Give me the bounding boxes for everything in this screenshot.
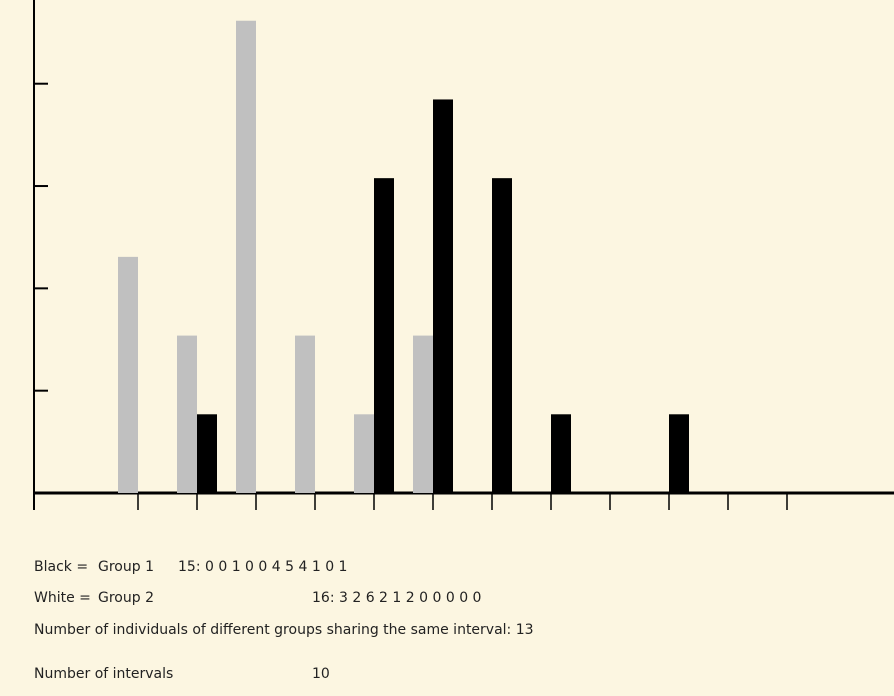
shared-text: Number of individuals of different group… <box>34 622 534 638</box>
legend-group: Group 2 <box>98 590 154 606</box>
legend-group: Group 1 <box>98 559 154 575</box>
bar <box>669 414 689 493</box>
bar <box>433 99 453 494</box>
bar <box>197 414 217 493</box>
bar <box>413 335 433 493</box>
bar <box>492 178 512 493</box>
legend-key: White = <box>34 590 91 606</box>
legend-counts: 15: 0 0 1 0 0 4 5 4 1 0 1 <box>178 559 347 575</box>
bar <box>236 20 256 493</box>
bar <box>177 335 197 493</box>
bar <box>374 178 394 493</box>
legend-counts: 16: 3 2 6 2 1 2 0 0 0 0 0 <box>312 590 481 606</box>
bar <box>118 256 138 493</box>
bar <box>354 414 374 493</box>
legend-key: Black = <box>34 559 88 575</box>
intervals-label: Number of intervals <box>34 666 173 682</box>
bar <box>551 414 571 493</box>
intervals-value: 10 <box>312 666 330 682</box>
bar <box>295 335 315 493</box>
